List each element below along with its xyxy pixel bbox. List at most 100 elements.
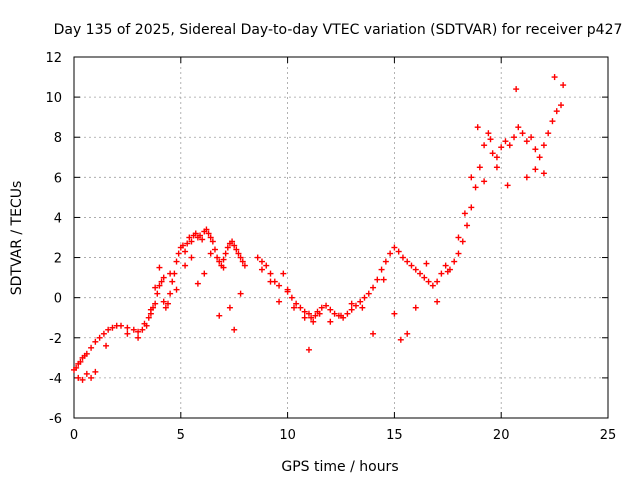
x-axis-title: GPS time / hours <box>281 459 398 475</box>
data-point <box>216 258 223 265</box>
data-point <box>551 74 558 81</box>
data-point <box>231 326 238 333</box>
data-point <box>182 248 189 255</box>
data-point <box>276 298 283 305</box>
data-point <box>444 268 451 275</box>
data-point <box>301 314 308 321</box>
data-point <box>455 250 462 257</box>
data-point <box>438 270 445 277</box>
data-point <box>188 238 195 245</box>
data-point <box>519 130 526 137</box>
data-point <box>305 346 312 353</box>
data-point <box>207 234 214 241</box>
data-point <box>182 262 189 269</box>
data-point <box>199 236 206 243</box>
data-point <box>382 258 389 265</box>
data-point <box>139 326 146 333</box>
data-point <box>474 124 481 131</box>
data-point <box>297 304 304 311</box>
data-point <box>397 336 404 343</box>
data-point <box>370 284 377 291</box>
data-point <box>513 86 520 93</box>
data-point <box>352 302 359 309</box>
data-point <box>88 374 95 381</box>
data-point <box>395 248 402 255</box>
data-point <box>167 290 174 297</box>
data-point <box>487 136 494 143</box>
data-point <box>263 262 270 269</box>
data-point <box>207 250 214 257</box>
data-point <box>152 300 159 307</box>
data-point <box>291 304 298 311</box>
data-point <box>79 376 86 383</box>
data-point <box>357 298 364 305</box>
data-point <box>318 304 325 311</box>
data-point <box>239 258 246 265</box>
data-point <box>109 324 116 331</box>
y-tick-label: 12 <box>45 51 62 66</box>
data-point <box>536 154 543 161</box>
data-point <box>160 298 167 305</box>
data-point <box>301 308 308 315</box>
data-point <box>231 242 238 249</box>
data-point <box>365 290 372 297</box>
data-point <box>327 306 334 313</box>
data-point <box>211 246 218 253</box>
data-point <box>164 300 171 307</box>
data-point <box>506 142 513 149</box>
data-point <box>73 364 80 371</box>
data-point <box>130 326 137 333</box>
data-point <box>380 276 387 283</box>
data-point <box>135 334 142 341</box>
data-point <box>258 258 265 265</box>
data-point <box>83 370 90 377</box>
data-point <box>124 330 131 337</box>
data-point <box>237 290 244 297</box>
y-tick-label: -4 <box>49 372 62 387</box>
data-point <box>152 284 159 291</box>
data-point <box>481 142 488 149</box>
data-point <box>404 258 411 265</box>
x-tick-label: 25 <box>600 428 617 443</box>
data-point <box>135 328 142 335</box>
data-point <box>75 374 82 381</box>
data-point <box>545 130 552 137</box>
data-point <box>141 320 148 327</box>
data-point <box>293 300 300 307</box>
data-point <box>451 258 458 265</box>
data-point <box>201 270 208 277</box>
data-point <box>197 232 204 239</box>
data-point <box>222 250 229 257</box>
data-point <box>348 300 355 307</box>
data-point <box>203 226 210 233</box>
data-point <box>425 278 432 285</box>
data-point <box>276 282 283 289</box>
data-point <box>540 142 547 149</box>
data-point <box>421 274 428 281</box>
data-point <box>160 274 167 281</box>
data-point <box>331 310 338 317</box>
data-point <box>387 250 394 257</box>
data-point <box>192 230 199 237</box>
data-point <box>502 138 509 145</box>
data-point <box>267 270 274 277</box>
data-point <box>233 246 240 253</box>
data-point <box>220 264 227 271</box>
data-point <box>461 210 468 217</box>
data-point <box>532 166 539 173</box>
data-point <box>175 250 182 257</box>
data-point <box>162 304 169 311</box>
data-point <box>434 278 441 285</box>
data-point <box>124 324 131 331</box>
data-point <box>434 298 441 305</box>
data-point <box>92 338 99 345</box>
data-point <box>280 270 287 277</box>
data-point <box>504 182 511 189</box>
data-point <box>156 264 163 271</box>
data-point <box>188 254 195 261</box>
data-point <box>511 134 518 141</box>
data-point <box>308 314 315 321</box>
data-point <box>459 238 466 245</box>
data-point <box>528 134 535 141</box>
